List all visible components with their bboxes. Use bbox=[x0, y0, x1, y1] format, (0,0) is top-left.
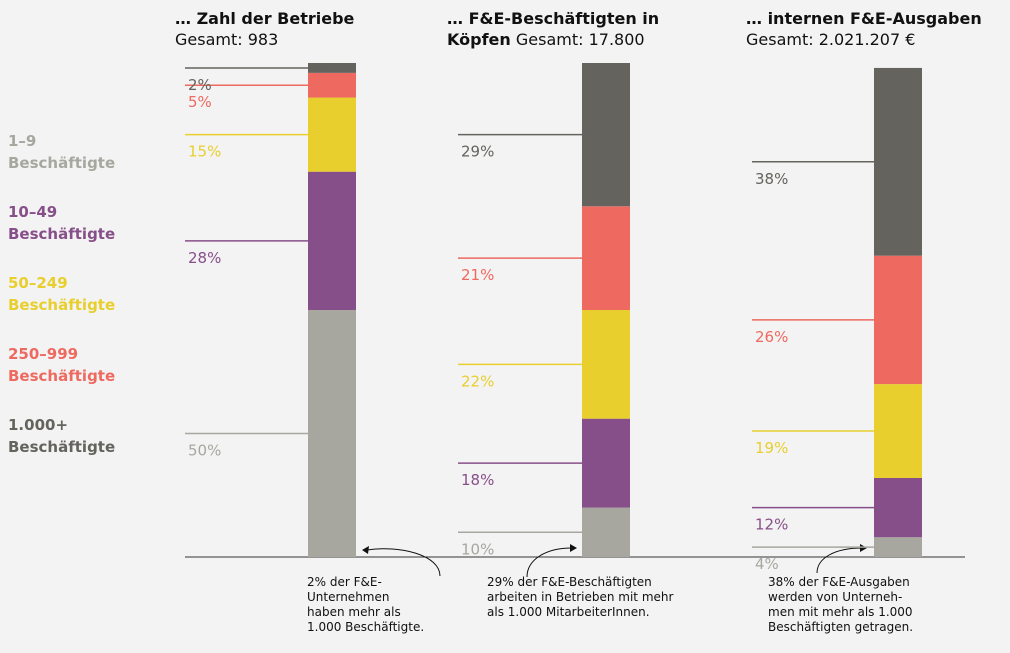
subtitle-text: Gesamt: 983 bbox=[175, 30, 279, 49]
value-label: 22% bbox=[461, 372, 494, 390]
legend-entry: 1.000+ Beschäftigte bbox=[8, 416, 116, 456]
value-label: 10% bbox=[461, 540, 494, 558]
title-text: … F&E-Beschäftigten in Köpfen bbox=[447, 9, 660, 49]
value-label: 18% bbox=[461, 471, 494, 489]
value-label: 15% bbox=[188, 143, 221, 161]
value-label: 4% bbox=[755, 555, 779, 573]
value-label: 2% bbox=[188, 76, 212, 94]
arrowhead bbox=[570, 544, 577, 552]
arrowhead bbox=[860, 544, 867, 552]
annotation: 2% der F&E- Unternehmen haben mehr als 1… bbox=[307, 575, 425, 634]
subtitle-text: Gesamt: 2.021.207 € bbox=[746, 30, 916, 49]
legend-entry: 250–999 Beschäftigte bbox=[8, 345, 116, 385]
annotation: 38% der F&E-Ausgaben werden von Unterneh… bbox=[768, 575, 914, 634]
bar-title: … internen F&E-Ausgaben Gesamt: 2.021.20… bbox=[746, 8, 1010, 50]
legend-entry: 1–9 Beschäftigte bbox=[8, 132, 116, 172]
value-label: 21% bbox=[461, 266, 494, 284]
legend-entry: 10–49 Beschäftigte bbox=[8, 203, 116, 243]
arrow bbox=[526, 547, 573, 578]
arrow bbox=[366, 548, 441, 577]
value-label: 50% bbox=[188, 442, 221, 460]
value-label: 29% bbox=[461, 143, 494, 161]
value-label: 28% bbox=[188, 249, 221, 267]
annotation: 29% der F&E-Beschäftigten arbeiten in Be… bbox=[487, 575, 674, 619]
bar-title: … Zahl der Betriebe Gesamt: 983 bbox=[175, 8, 445, 50]
title-text: … internen F&E-Ausgaben bbox=[746, 9, 982, 28]
title-text: … Zahl der Betriebe bbox=[175, 9, 355, 28]
arrowhead bbox=[362, 546, 369, 554]
value-label: 5% bbox=[188, 93, 212, 111]
value-label: 12% bbox=[755, 516, 788, 534]
value-label: 26% bbox=[755, 328, 788, 346]
value-label: 38% bbox=[755, 170, 788, 188]
arrow bbox=[816, 547, 863, 574]
legend-entry: 50–249 Beschäftigte bbox=[8, 274, 116, 314]
value-label: 19% bbox=[755, 439, 788, 457]
subtitle-text: Gesamt: 17.800 bbox=[515, 30, 645, 49]
bar-title: … F&E-Beschäftigten in Köpfen Gesamt: 17… bbox=[447, 8, 692, 50]
